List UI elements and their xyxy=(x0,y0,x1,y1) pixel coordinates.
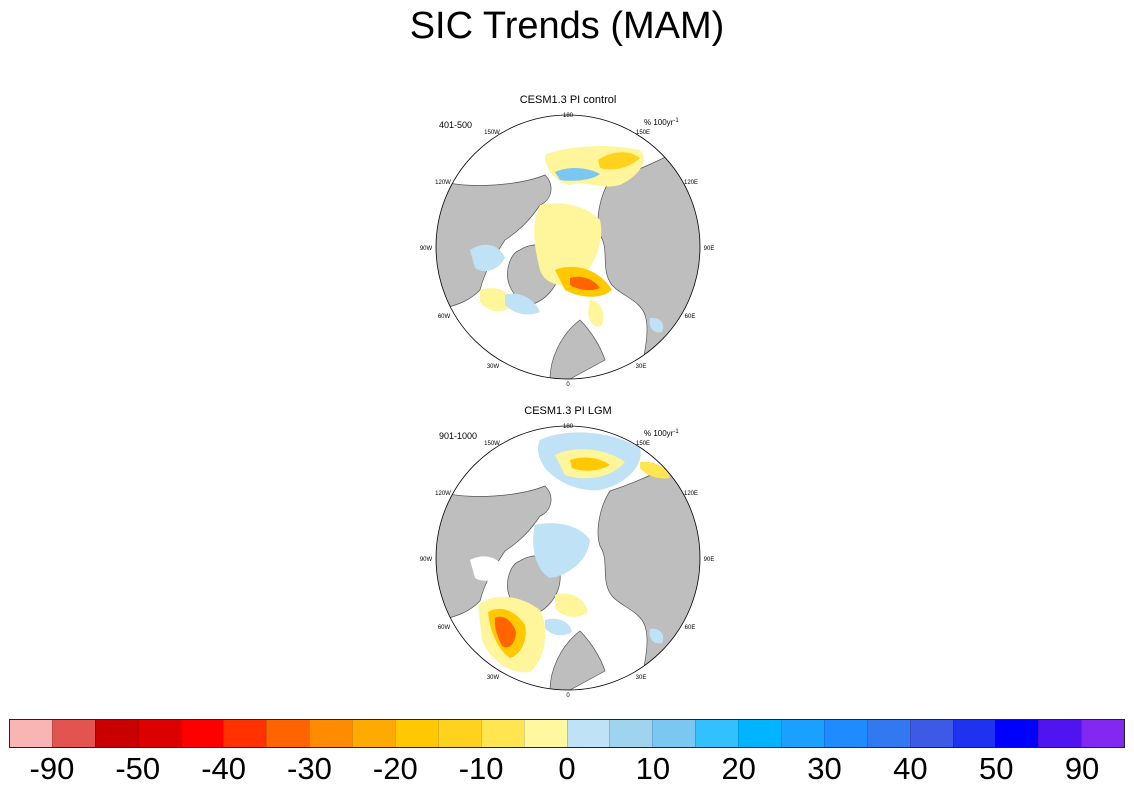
colorbar-swatch xyxy=(51,720,95,747)
svg-text:180: 180 xyxy=(563,424,574,430)
polar-map xyxy=(436,115,700,379)
colorbar-swatch xyxy=(395,720,438,747)
colorbar-label: -20 xyxy=(372,751,418,786)
colorbar-swatch xyxy=(1038,720,1082,747)
colorbar-swatch xyxy=(823,720,867,747)
colorbar-label: 20 xyxy=(721,751,756,786)
svg-text:60W: 60W xyxy=(438,314,451,320)
svg-text:120E: 120E xyxy=(684,491,698,497)
colorbar-label: -30 xyxy=(287,751,332,786)
panel-title: CESM1.3 PI control xyxy=(520,94,617,106)
colorbar-swatch xyxy=(10,720,52,747)
colorbar-swatch xyxy=(309,720,353,747)
panel-pi-control: CESM1.3 PI control 401-500 % 100yr-1 xyxy=(420,94,715,388)
colorbar-swatch xyxy=(866,720,910,747)
colorbar-swatch xyxy=(437,720,481,747)
colorbar xyxy=(9,719,1125,748)
svg-text:60W: 60W xyxy=(438,625,451,631)
panel-units: % 100yr-1 xyxy=(644,118,679,127)
colorbar-labels: -90 -50 -40 -30 -20 -10 0 10 20 30 40 50 90 xyxy=(0,748,1134,788)
colorbar-label: -10 xyxy=(458,751,504,786)
svg-text:90E: 90E xyxy=(704,246,715,252)
svg-text:0: 0 xyxy=(566,382,570,388)
colorbar-label: 90 xyxy=(1064,751,1100,786)
colorbar-swatch xyxy=(952,720,996,747)
svg-text:60E: 60E xyxy=(685,314,696,320)
svg-text:150W: 150W xyxy=(484,441,500,447)
figure-title: SIC Trends (MAM) xyxy=(409,5,725,47)
panel-period: 401-500 xyxy=(439,120,472,130)
colorbar-swatch xyxy=(652,720,696,747)
colorbar-swatch xyxy=(94,720,138,747)
svg-text:120W: 120W xyxy=(435,491,451,497)
panel-title: CESM1.3 PI LGM xyxy=(524,405,611,417)
svg-text:150E: 150E xyxy=(636,130,650,136)
maps-canvas: CESM1.3 PI control 401-500 % 100yr-1 xyxy=(420,94,715,699)
colorbar-label: -90 xyxy=(29,751,75,786)
svg-text:90W: 90W xyxy=(420,246,433,252)
colorbar-label: 50 xyxy=(978,751,1014,786)
colorbar-swatch xyxy=(566,720,610,747)
svg-text:150W: 150W xyxy=(484,130,500,136)
colorbar-label: 30 xyxy=(807,751,842,786)
colorbar-swatch xyxy=(609,720,653,747)
svg-text:120E: 120E xyxy=(684,180,698,186)
colorbar-swatch xyxy=(266,720,310,747)
svg-text:90W: 90W xyxy=(420,557,433,563)
svg-text:90E: 90E xyxy=(704,557,715,563)
lon-tick-labels: 180 150E 120E 90E 60E 30E 0 30W 60W 90W … xyxy=(420,424,715,699)
colorbar-swatch xyxy=(738,720,782,747)
colorbar-swatch xyxy=(995,720,1039,747)
svg-text:30E: 30E xyxy=(636,675,647,681)
svg-text:30E: 30E xyxy=(636,364,647,370)
polar-map xyxy=(436,426,700,690)
svg-text:120W: 120W xyxy=(435,180,451,186)
colorbar-swatch xyxy=(180,720,224,747)
colorbar-swatch xyxy=(523,720,567,747)
colorbar-label: 40 xyxy=(893,751,928,786)
colorbar-swatch xyxy=(137,720,181,747)
colorbar-swatch xyxy=(1081,720,1125,747)
lon-tick-labels: 180 150E 120E 90E 60E 30E 0 30W 60W 90W … xyxy=(420,113,715,388)
svg-text:30W: 30W xyxy=(487,364,500,370)
panel-period: 901-1000 xyxy=(439,431,477,441)
svg-text:180: 180 xyxy=(563,113,574,119)
svg-text:60E: 60E xyxy=(685,625,696,631)
svg-text:150E: 150E xyxy=(636,441,650,447)
colorbar-swatch xyxy=(909,720,953,747)
panel-units: % 100yr-1 xyxy=(644,429,679,438)
svg-text:0: 0 xyxy=(566,693,570,699)
colorbar-label: -50 xyxy=(115,751,161,786)
colorbar-label: 10 xyxy=(635,751,671,786)
colorbar-swatch xyxy=(480,720,524,747)
colorbar-label: 0 xyxy=(558,751,576,786)
colorbar-label: -40 xyxy=(201,751,247,786)
panel-pi-lgm: CESM1.3 PI LGM 901-1000 % 100yr-1 180 xyxy=(420,405,715,699)
svg-text:30W: 30W xyxy=(487,675,500,681)
colorbar-swatch xyxy=(223,720,267,747)
colorbar-swatch xyxy=(695,720,739,747)
colorbar-swatch xyxy=(781,720,824,747)
colorbar-swatch xyxy=(352,720,396,747)
